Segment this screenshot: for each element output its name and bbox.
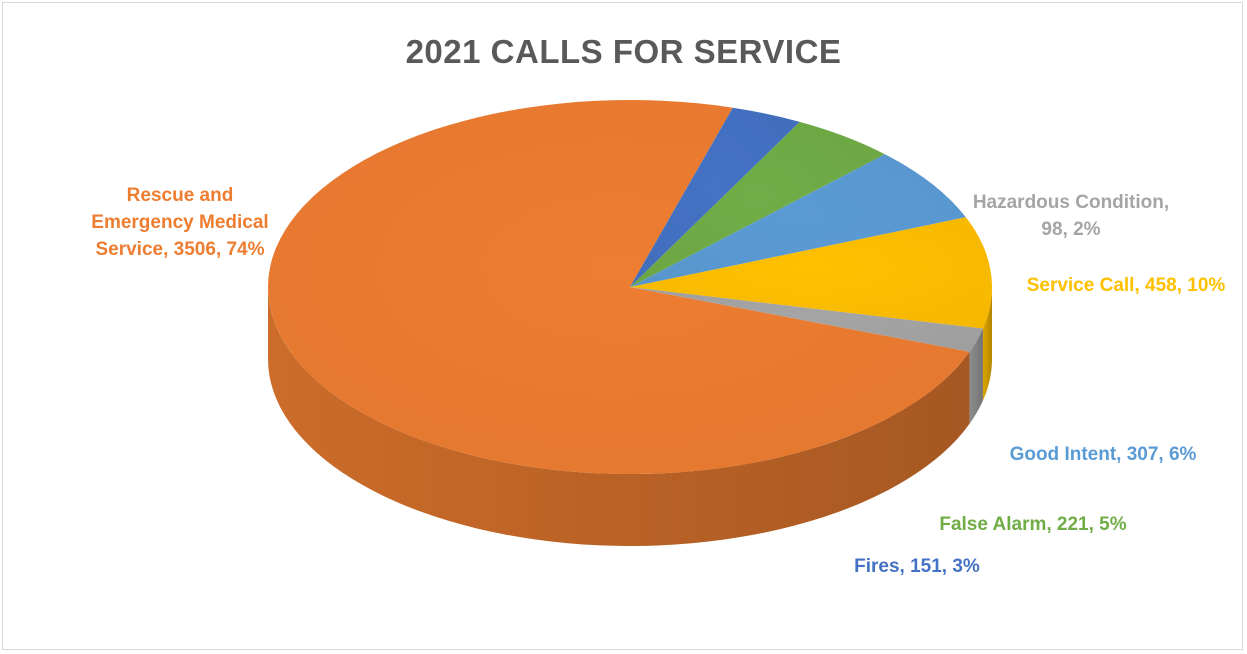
pie-side-rescue-and-emergency-medical-service — [268, 287, 970, 546]
pie-side-service-call — [982, 287, 992, 401]
data-label-line: 98, 2% — [1041, 219, 1100, 240]
data-label-line: Service Call, 458, 10% — [1027, 275, 1226, 296]
data-label-good-intent: Good Intent, 307, 6% — [1010, 444, 1197, 465]
data-label-line: Good Intent, 307, 6% — [1010, 444, 1197, 465]
data-label-hazardous-condition: Hazardous Condition, 98, 2% — [973, 192, 1169, 240]
pie-slice-false-alarm — [630, 121, 885, 287]
data-label-rescue-and-emergency-medical-service: Rescue and Emergency Medical Service, 3506… — [91, 185, 268, 260]
data-label-line: False Alarm, 221, 5% — [939, 514, 1126, 535]
chart-title: 2021 CALLS FOR SERVICE — [405, 33, 842, 70]
pie-side-group — [268, 287, 992, 546]
data-label-line: Fires, 151, 3% — [854, 556, 980, 577]
pie-slice-hazardous-condition — [630, 287, 983, 352]
data-label-line: Service, 3506, 74% — [95, 239, 264, 260]
data-label-line: Rescue and — [127, 185, 234, 206]
pie-slice-fires — [630, 107, 800, 287]
pie-top-group — [267, 100, 992, 474]
pie-slice-good-intent — [630, 154, 966, 287]
pie-slice-rescue-and-emergency-medical-service — [267, 100, 970, 474]
pie-chart: Rescue and Emergency Medical Service, 3506… — [91, 100, 1226, 577]
data-label-service-call: Service Call, 458, 10% — [1027, 275, 1226, 296]
data-label-fires: Fires, 151, 3% — [854, 556, 980, 577]
data-label-false-alarm: False Alarm, 221, 5% — [939, 514, 1126, 535]
data-label-line: Emergency Medical — [91, 212, 268, 233]
pie-side-hazardous-condition — [969, 328, 983, 424]
pie-slice-service-call — [630, 217, 992, 329]
data-label-line: Hazardous Condition, — [973, 192, 1169, 213]
